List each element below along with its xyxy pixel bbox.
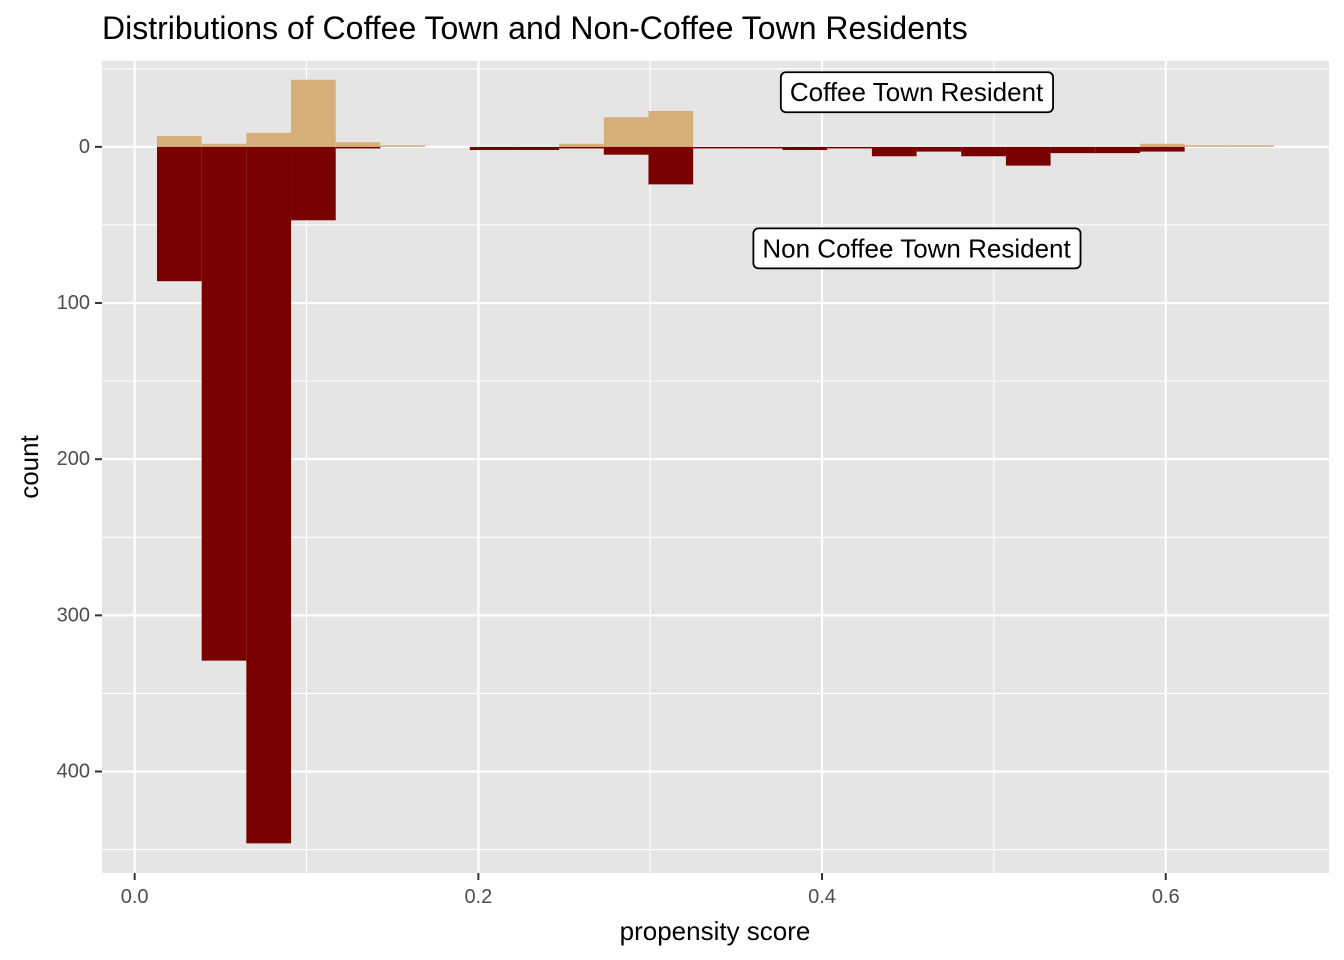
y-tick-label: 100 bbox=[57, 292, 90, 314]
y-tick-label: 200 bbox=[57, 448, 90, 470]
non-coffee-town-resident-label-group: Non Coffee Town Resident bbox=[752, 227, 1082, 270]
non-coffee-town-bar bbox=[335, 146, 381, 149]
x-tick-label: 0.4 bbox=[808, 886, 836, 908]
y-axis-title: count bbox=[14, 434, 44, 498]
non-coffee-town-bar bbox=[514, 146, 560, 151]
coffee-town-bars bbox=[156, 79, 1275, 147]
non-coffee-town-bar bbox=[871, 146, 917, 157]
non-coffee-town-resident-label: Non Coffee Town Resident bbox=[762, 233, 1071, 263]
non-coffee-town-bar bbox=[603, 146, 649, 155]
coffee-town-resident-label: Coffee Town Resident bbox=[790, 77, 1044, 107]
non-coffee-town-bar bbox=[156, 146, 202, 282]
coffee-town-bar bbox=[246, 132, 292, 147]
minor-gridlines bbox=[102, 61, 1329, 873]
non-coffee-town-bar bbox=[559, 146, 604, 149]
coffee-town-resident-label-group: Coffee Town Resident bbox=[779, 71, 1054, 114]
coffee-town-bar bbox=[201, 143, 247, 147]
coffee-town-bar bbox=[156, 135, 202, 147]
y-tick-label: 0 bbox=[79, 136, 90, 158]
y-tick-label: 400 bbox=[57, 761, 90, 783]
non-coffee-town-bar bbox=[916, 146, 962, 152]
coffee-town-bar bbox=[648, 110, 694, 147]
non-coffee-town-bar bbox=[693, 146, 738, 149]
annotations: Coffee Town Resident Non Coffee Town Resi… bbox=[752, 71, 1082, 270]
coffee-town-bar bbox=[291, 79, 336, 147]
non-coffee-town-bar bbox=[291, 146, 336, 221]
coffee-town-bar bbox=[559, 143, 604, 147]
x-axis-ticks: 0.0 0.2 0.4 0.6 bbox=[121, 873, 1180, 908]
y-tick-label: 300 bbox=[57, 604, 90, 626]
non-coffee-town-bar bbox=[1095, 146, 1140, 154]
coffee-town-bar bbox=[1139, 143, 1185, 147]
non-coffee-town-bar bbox=[1139, 146, 1185, 152]
x-tick-label: 0.0 bbox=[121, 886, 149, 908]
coffee-town-bar bbox=[1184, 145, 1230, 147]
non-coffee-town-bar bbox=[1005, 146, 1051, 166]
non-coffee-town-bar bbox=[246, 146, 292, 844]
non-coffee-town-bar bbox=[782, 146, 828, 151]
non-coffee-town-bar bbox=[1050, 146, 1096, 154]
non-coffee-town-resident-label-box bbox=[752, 227, 1082, 270]
non-coffee-town-bars bbox=[156, 146, 1185, 844]
x-tick-label: 0.2 bbox=[464, 886, 492, 908]
chart-title: Distributions of Coffee Town and Non-Cof… bbox=[102, 10, 968, 46]
non-coffee-town-bar bbox=[737, 146, 783, 149]
coffee-town-bar bbox=[335, 142, 381, 147]
coffee-town-bar bbox=[603, 117, 649, 147]
non-coffee-town-bar bbox=[648, 146, 694, 185]
non-coffee-town-bar bbox=[961, 146, 1006, 157]
coffee-town-bar bbox=[1229, 145, 1275, 147]
x-axis-title: propensity score bbox=[620, 916, 811, 946]
y-axis-ticks: 0 100 200 300 400 bbox=[57, 136, 102, 783]
non-coffee-town-bar bbox=[827, 146, 872, 149]
coffee-town-resident-label-box bbox=[779, 71, 1054, 114]
non-coffee-town-bar bbox=[469, 146, 515, 151]
x-tick-label: 0.6 bbox=[1152, 886, 1180, 908]
coffee-town-bar bbox=[380, 145, 426, 147]
non-coffee-town-bar bbox=[201, 146, 247, 661]
